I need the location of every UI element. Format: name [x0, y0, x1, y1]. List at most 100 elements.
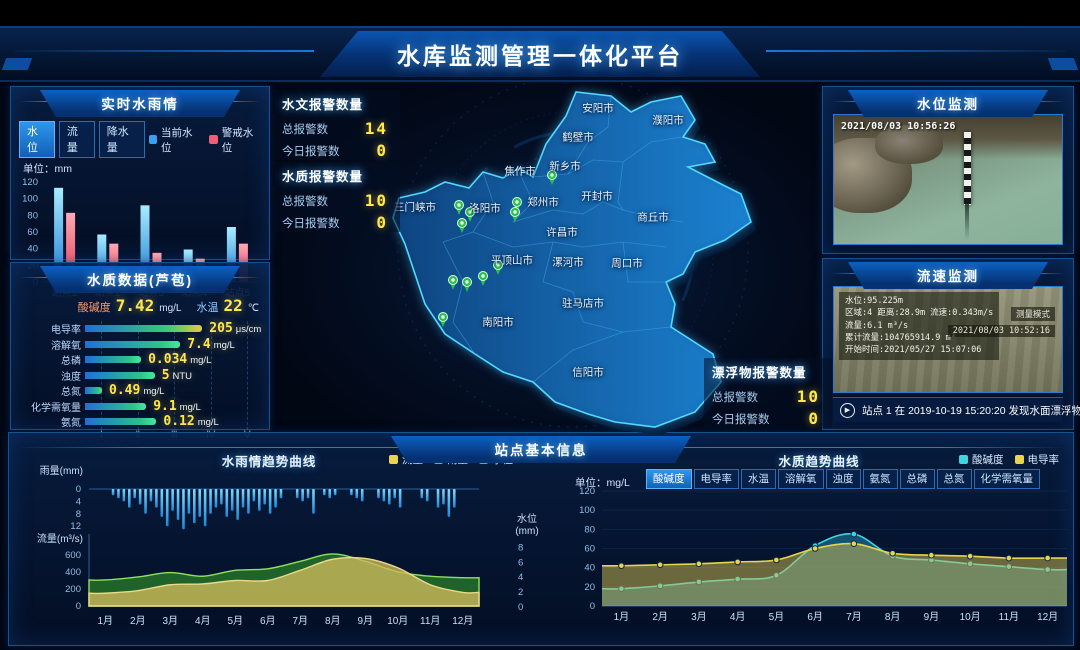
quality-row-track: 205 μs/cm: [85, 321, 261, 336]
alarm-row: 今日报警数 0: [704, 406, 832, 428]
quality-trend-tab-浊度[interactable]: 浊度: [825, 469, 861, 489]
quality-row-unit: mg/L: [190, 355, 212, 367]
quality-trend-tab-电导率[interactable]: 电导率: [693, 469, 739, 489]
svg-text:11月: 11月: [420, 615, 440, 627]
realtime-controls: 水位 流量 降水量 当前水位 警戒水位: [19, 121, 261, 158]
svg-text:6月: 6月: [260, 615, 276, 627]
panel-floating-alarm: 漂浮物报警数量总报警数 10 今日报警数 0: [704, 358, 832, 428]
quality-trend-tab-化学需氧量[interactable]: 化学需氧量: [973, 469, 1040, 489]
alarm-title: 漂浮物报警数量: [712, 366, 807, 380]
alarm-row: 总报警数 10: [704, 384, 832, 406]
quality-row-track: 0.034 mg/L: [85, 352, 255, 367]
alarm-row: 今日报警数 0: [274, 138, 400, 160]
alarm-row-label: 今日报警数: [282, 145, 340, 158]
station-pin[interactable]: [438, 312, 448, 328]
panel-water-level-title: 水位监测: [848, 90, 1048, 117]
quality-row-track: 0.49 mg/L: [85, 383, 255, 398]
alarm-row-label: 今日报警数: [282, 217, 340, 230]
svg-text:0: 0: [76, 601, 81, 612]
legend-item-电导率[interactable]: 电导率: [1014, 452, 1059, 467]
svg-text:12月: 12月: [1037, 611, 1058, 623]
alarm-row-value: 14: [364, 119, 388, 138]
province-map: 安阳市 濮阳市 鹤壁市 新乡市 焦作市 开封市 郑州市 洛阳市 三门峡市 商丘市 许昌市 平顶山市 漯河…: [383, 82, 773, 434]
svg-text:雨量(mm): 雨量(mm): [40, 465, 83, 477]
map-city-三门峡市: 三门峡市: [394, 201, 436, 214]
quality-trend-tab-氨氮[interactable]: 氨氮: [862, 469, 898, 489]
svg-text:7月: 7月: [846, 611, 862, 623]
quality-row-label: 总磷: [61, 356, 81, 368]
station-pin[interactable]: [478, 271, 488, 287]
alarm-row-value: 0: [808, 409, 820, 428]
station-pin[interactable]: [547, 170, 557, 186]
quality-trend-legend: 酸碱度 电导率: [959, 452, 1059, 467]
legend-swatch: [148, 135, 158, 144]
quality-trend-tab-酸碱度[interactable]: 酸碱度: [646, 469, 692, 489]
quality-row-浊度: 浊度 5 NTU: [19, 368, 261, 384]
legend-label: 酸碱度: [972, 454, 1004, 466]
station-pin[interactable]: [493, 260, 503, 276]
panel-realtime-header: 实时水雨情: [11, 90, 269, 114]
legend-item-酸碱度[interactable]: 酸碱度: [959, 452, 1004, 467]
panel-water-quality-title: 水质数据(芦苞): [40, 266, 240, 293]
svg-text:9月: 9月: [924, 611, 940, 623]
map-city-许昌市: 许昌市: [546, 226, 578, 239]
legend-item-警戒水位[interactable]: 警戒水位: [209, 125, 261, 155]
gridline: [210, 321, 212, 430]
svg-text:10月: 10月: [387, 615, 408, 627]
alarm-row: 总报警数 10: [274, 188, 400, 210]
video-rock: [875, 125, 944, 164]
svg-text:12月: 12月: [452, 615, 473, 627]
svg-text:水位: 水位: [517, 512, 537, 525]
quality-row-bar: [85, 340, 181, 348]
quality-row-value: 9.1 mg/L: [153, 398, 201, 414]
station-pin[interactable]: [510, 207, 520, 223]
realtime-tab-水位[interactable]: 水位: [19, 121, 55, 158]
quality-row-value: 0.12 mg/L: [163, 414, 219, 430]
panel-water-quality: 水质数据(芦苞) 酸碱度 7.42 mg/L 水温 22 ℃ 电导率 205 μs/…: [10, 262, 270, 441]
station-pin[interactable]: [457, 218, 467, 234]
map-city-洛阳市: 洛阳市: [469, 202, 501, 215]
header-edge-left: [1, 58, 33, 70]
realtime-tab-流量[interactable]: 流量: [58, 121, 95, 158]
alarm-row: 总报警数 14: [274, 116, 400, 138]
quality-trend-tab-溶解氧[interactable]: 溶解氧: [778, 469, 824, 489]
legend-label: 当前水位: [161, 126, 193, 154]
flow-overlay-line: 流量:6.1 m³/s: [845, 320, 909, 331]
panel-water-level-header: 水位监测: [823, 90, 1073, 114]
water-level-video-feed[interactable]: 2021/08/03 10:56:26: [833, 114, 1063, 245]
svg-text:4: 4: [518, 572, 523, 583]
quality-trend-tab-总氮[interactable]: 总氮: [936, 469, 972, 489]
map-city-周口市: 周口市: [611, 257, 643, 270]
map-city-漯河市: 漯河市: [552, 256, 584, 269]
quality-row-总氮: 总氮 0.49 mg/L: [19, 383, 261, 399]
flow-overlay-line: 开始时间:2021/05/27 15:07:06: [845, 345, 982, 356]
svg-text:4: 4: [76, 496, 81, 507]
quality-trend-chart: 0 20 40 60 80 100 120 1月 2月 3月 4月 5月 6月 7月 8月 9月 10月 11月 1…: [579, 486, 1068, 623]
station-pin[interactable]: [462, 277, 472, 293]
svg-text:6: 6: [518, 557, 523, 568]
legend-swatch: [389, 455, 398, 464]
legend-item-当前水位[interactable]: 当前水位: [148, 125, 201, 155]
map-city-鹤壁市: 鹤壁市: [562, 131, 594, 144]
quality-row-track: 5 NTU: [85, 368, 255, 383]
svg-text:7月: 7月: [292, 615, 308, 627]
realtime-tab-降水量[interactable]: 降水量: [98, 121, 145, 158]
alarm-row-label: 总报警数: [282, 195, 328, 208]
quality-trend-tab-总磷[interactable]: 总磷: [899, 469, 935, 489]
station-pin[interactable]: [454, 200, 464, 216]
flow-video-feed[interactable]: 水位:95.225m 区域:4 距离:28.9m 流速:0.343m/s 流量:6.…: [833, 286, 1063, 393]
station-pin[interactable]: [465, 207, 475, 223]
quality-trend-tab-水温[interactable]: 水温: [741, 469, 776, 489]
flow-overlay-line: 水位:95.225m: [845, 296, 903, 306]
header-line-left: [14, 50, 314, 52]
svg-text:20: 20: [584, 582, 595, 593]
quality-row-value: 0.49 mg/L: [109, 383, 165, 399]
panel-realtime-title: 实时水雨情: [40, 90, 240, 117]
temp-value: 22: [223, 296, 243, 315]
quality-row-bar: [85, 356, 142, 364]
alarm-row-value: 10: [364, 191, 388, 210]
quality-row-label: 化学需氧量: [31, 402, 81, 414]
history-play-icon[interactable]: ▶: [840, 402, 855, 418]
station-pin[interactable]: [448, 275, 458, 291]
svg-text:2: 2: [518, 587, 523, 598]
